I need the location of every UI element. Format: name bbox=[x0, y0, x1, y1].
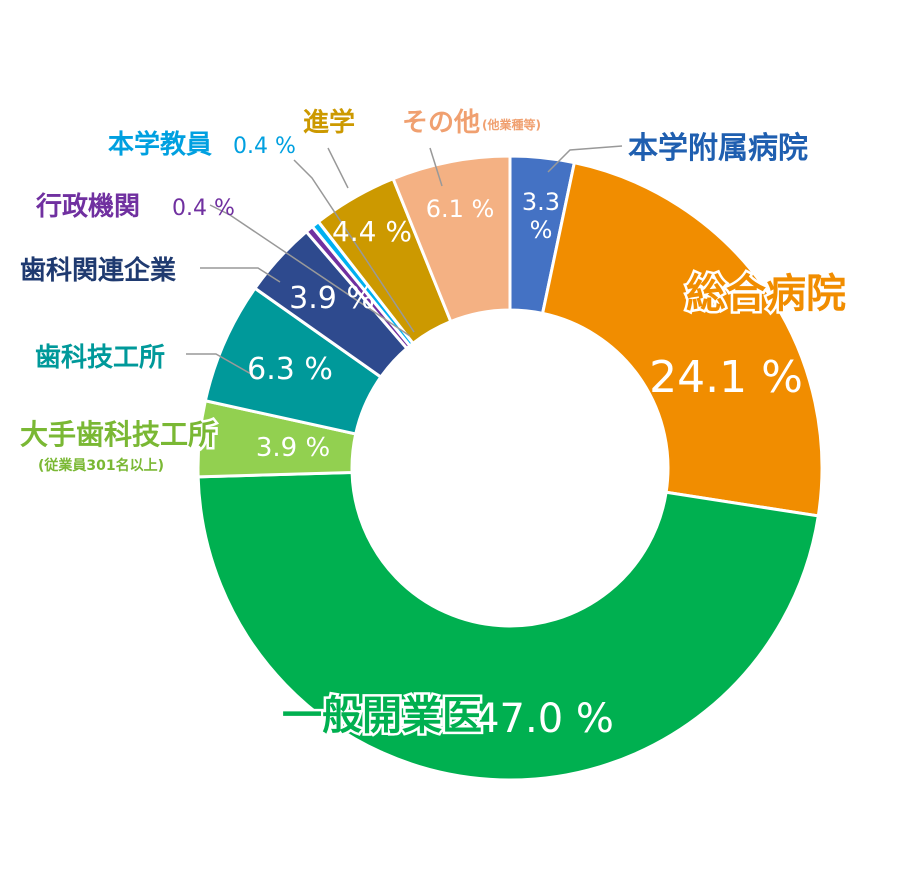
leader-line-10 bbox=[429, 147, 443, 187]
category-label-1: 本学附属病院 bbox=[628, 131, 808, 166]
category-label-3: 一般開業医 bbox=[282, 693, 482, 739]
category-label-9: 進学 bbox=[303, 107, 355, 138]
category-label-6: 歯科関連企業 bbox=[20, 255, 176, 286]
percent-label-8: 0.4 % bbox=[233, 134, 296, 159]
percent-label-9: 4.4 % bbox=[332, 215, 412, 248]
percent-label-5: 6.3 % bbox=[247, 352, 333, 387]
category-label-8: 本学教員 bbox=[108, 129, 212, 160]
percent-label-3: 47.0 % bbox=[474, 696, 614, 742]
category-note-10: (他業種等) bbox=[482, 117, 541, 132]
slice-2 bbox=[540, 160, 824, 518]
percent-label-4: 3.9 % bbox=[256, 433, 330, 463]
slice-3 bbox=[196, 470, 821, 782]
percent-label-6: 3.9 % bbox=[289, 281, 375, 316]
category-label-4: 大手歯科技工所 bbox=[20, 418, 216, 451]
leader-line-1 bbox=[547, 145, 623, 173]
category-label-7: 行政機関 bbox=[35, 191, 140, 222]
percent-label-10: 6.1 % bbox=[426, 195, 495, 223]
leader-line-9 bbox=[327, 147, 349, 189]
category-label-5: 歯科技工所 bbox=[35, 343, 165, 373]
percent-label-2: 24.1 % bbox=[649, 352, 803, 403]
leader-line-8 bbox=[293, 159, 415, 333]
leader-lines bbox=[186, 145, 623, 379]
category-label-10: その他 bbox=[402, 108, 480, 138]
category-label-2: 総合病院 bbox=[686, 271, 846, 317]
percent-label-7: 0.4 % bbox=[172, 196, 235, 221]
donut-slices bbox=[196, 154, 824, 782]
slice-10 bbox=[391, 154, 512, 324]
leader-line-7 bbox=[209, 204, 411, 337]
percent-label-1-unit: % bbox=[530, 216, 553, 244]
percent-label-1: 3.3 bbox=[522, 188, 560, 216]
leader-line-5 bbox=[186, 353, 259, 379]
leader-line-6 bbox=[200, 267, 281, 283]
category-note-4: (従業員301名以上) bbox=[38, 457, 164, 474]
